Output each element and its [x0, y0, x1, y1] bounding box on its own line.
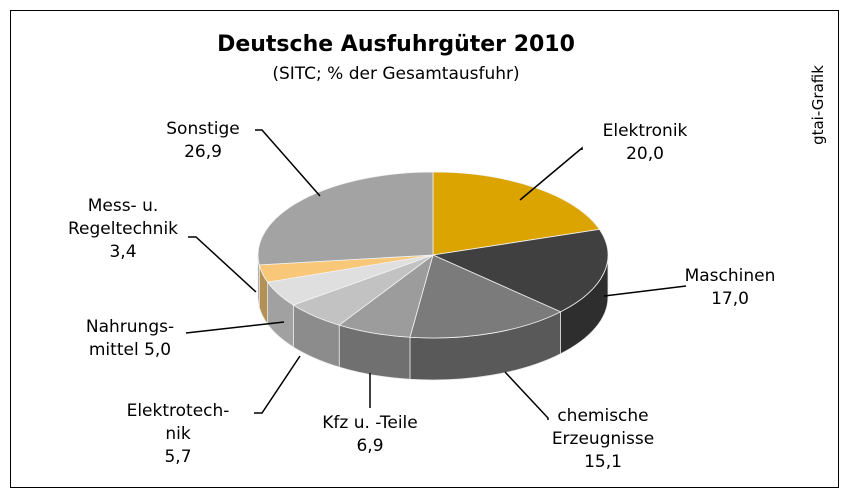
value-label: 5,7	[164, 447, 192, 467]
category-label: Elektrotech- nik	[126, 401, 230, 444]
pie	[257, 171, 609, 381]
leader-line	[254, 355, 301, 414]
chart-title: Deutsche Ausfuhrgüter 2010	[217, 32, 575, 57]
value-label: 20,0	[626, 144, 664, 164]
slice	[431, 228, 609, 313]
category-label: Nahrungs- mittel	[85, 317, 175, 360]
leaders	[185, 129, 687, 420]
value-label: 15,1	[584, 452, 622, 472]
slice	[409, 254, 562, 339]
value-label: 26,9	[184, 142, 222, 162]
leader-line	[185, 321, 285, 334]
slice	[432, 171, 601, 256]
slice-label: Elektronik 20,0	[603, 120, 688, 166]
leader-line	[519, 146, 583, 201]
category-label: Elektronik	[602, 121, 688, 141]
frame	[10, 10, 839, 488]
slice-label: Sonstige 26,9	[166, 118, 239, 164]
source: gtai-Grafik	[809, 65, 827, 145]
value-label: 6,9	[356, 436, 384, 456]
slice-label: chemische Erzeugnisse 15,1	[552, 405, 654, 474]
slice-label: Mess- u. Regeltechnik 3,4	[68, 195, 178, 264]
value-label: 17,0	[711, 289, 749, 309]
slice-label: Maschinen 17,0	[685, 265, 776, 311]
leader-line	[603, 285, 687, 297]
leader-line	[188, 236, 257, 293]
chart-subtitle: (SITC; % der Gesamtausfuhr)	[272, 64, 520, 84]
category-label: Maschinen	[684, 266, 776, 286]
value-label: 5,0	[144, 340, 172, 360]
leader-line	[255, 129, 321, 197]
category-label: chemische Erzeugnisse	[551, 406, 655, 449]
value-label: 3,4	[109, 242, 137, 262]
category-label: Kfz u. -Teile	[322, 413, 418, 433]
category-label: Mess- u. Regeltechnik	[67, 196, 179, 239]
slice	[257, 171, 434, 266]
category-label: Sonstige	[166, 119, 240, 139]
leader-line	[504, 371, 549, 420]
slice-label: Kfz u. -Teile 6,9	[322, 412, 417, 458]
slice-label: Elektrotech- nik 5,7	[127, 400, 230, 469]
slice-label: Nahrungs- mittel 5,0	[86, 316, 174, 362]
